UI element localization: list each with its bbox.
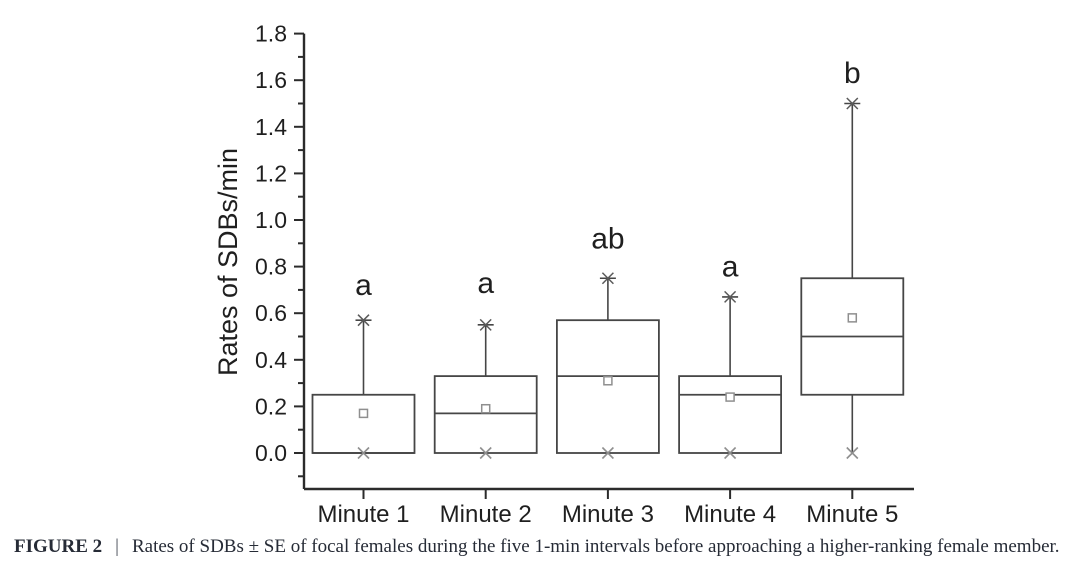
box-2 xyxy=(433,375,538,454)
significance-letter: a xyxy=(722,251,739,284)
box-3 xyxy=(556,319,660,454)
mean-marker xyxy=(603,376,613,386)
mean-marker xyxy=(725,392,735,402)
figure-caption-separator: | xyxy=(115,536,119,557)
significance-letter: a xyxy=(355,269,372,302)
y-tick-label: 0.6 xyxy=(255,300,287,326)
y-tick-label: 0.2 xyxy=(255,393,287,419)
figure-caption: FIGURE 2 | Rates of SDBs ± SE of focal fem… xyxy=(14,536,1070,558)
y-tick-label: 0.8 xyxy=(255,254,287,280)
y-tick-label: 1.0 xyxy=(255,207,287,233)
y-tick-label: 0.0 xyxy=(255,440,287,466)
x-tick-label: Minute 5 xyxy=(806,501,898,528)
mean-marker xyxy=(847,313,858,323)
whisker-min-marker xyxy=(479,446,492,460)
y-tick-label: 1.8 xyxy=(255,21,287,47)
box-plot-chart: 0.0 0.2 0.4 0.6 0.8 1.0 1.2 1.4 1.6 1.8 Rates of S… xyxy=(213,21,914,528)
y-tick-label: 0.4 xyxy=(255,347,287,373)
whisker-min-marker xyxy=(724,446,737,460)
mean-marker xyxy=(480,403,491,414)
x-tick-label: Minute 3 xyxy=(562,501,654,528)
whisker-max-marker xyxy=(846,97,859,110)
whisker-max-marker xyxy=(724,290,737,303)
significance-letter: ab xyxy=(591,223,624,256)
whisker-min-marker xyxy=(846,446,859,460)
significance-letter: b xyxy=(844,57,861,90)
y-tick-label: 1.6 xyxy=(255,67,287,93)
mean-marker xyxy=(358,408,369,419)
whisker-min-marker xyxy=(357,446,370,460)
whisker-max-marker xyxy=(479,318,492,331)
whisker-max-marker xyxy=(601,272,614,285)
significance-letter: a xyxy=(477,267,494,300)
x-tick-label: Minute 2 xyxy=(440,501,532,528)
box-1 xyxy=(311,393,416,454)
y-tick-label: 1.4 xyxy=(255,114,287,140)
figure-caption-text: Rates of SDBs ± SE of focal females duri… xyxy=(131,536,1060,557)
whisker-max-marker xyxy=(357,314,370,327)
y-axis-title: Rates of SDBs/min xyxy=(213,148,243,376)
x-tick-label: Minute 4 xyxy=(684,501,776,528)
y-tick-label: 1.2 xyxy=(255,160,287,186)
x-tick-label: Minute 1 xyxy=(317,501,409,528)
box-4 xyxy=(678,375,782,454)
whisker-min-marker xyxy=(601,446,614,460)
figure-caption-label: FIGURE 2 xyxy=(14,536,103,557)
